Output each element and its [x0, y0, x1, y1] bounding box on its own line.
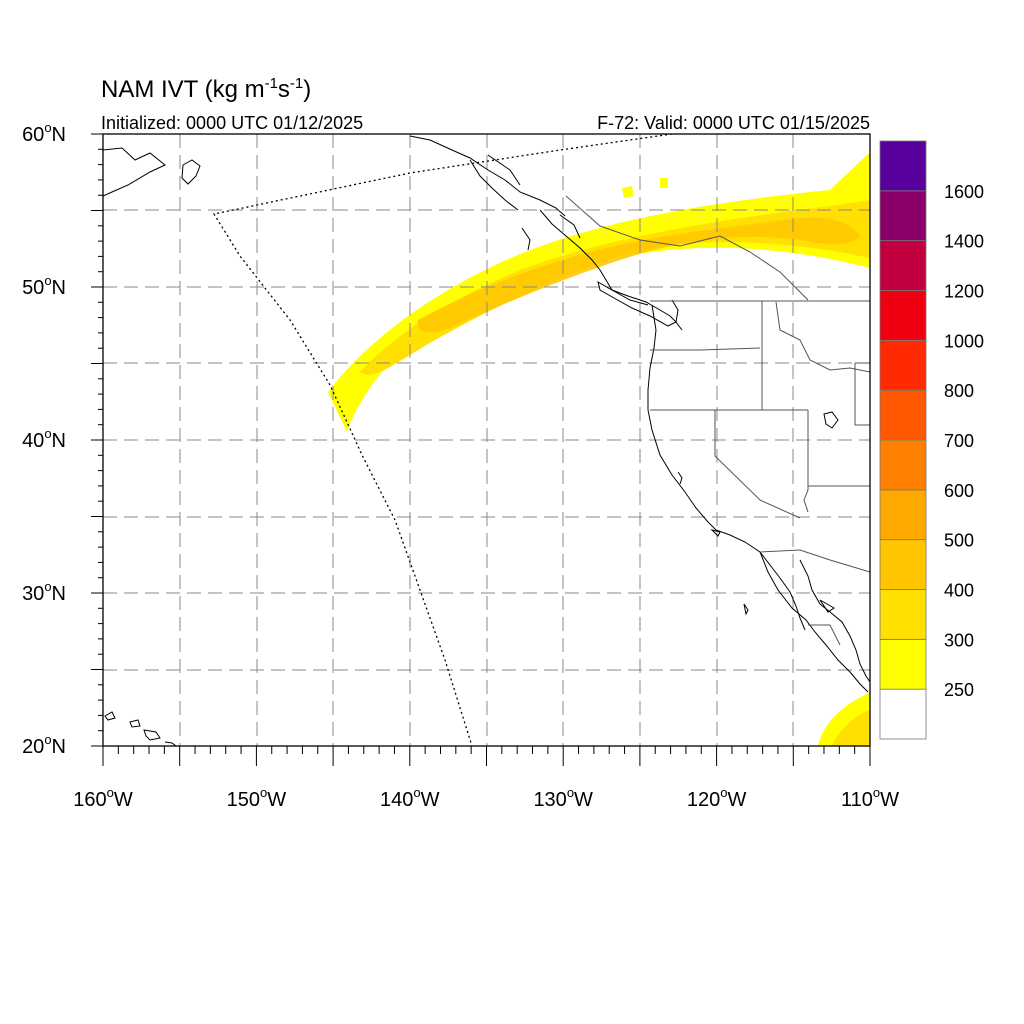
lon-label-110: 110oW — [841, 785, 899, 811]
lon-label-160: 160oW — [73, 785, 133, 811]
degree-sign: o — [873, 785, 880, 800]
axis-ticks — [91, 133, 871, 766]
lat-label-50: 50oN — [22, 273, 66, 299]
political-boundaries — [565, 195, 870, 646]
colorbar-label: 1200 — [944, 282, 984, 302]
ivt-colorbar: 250 300 400 500 600 700 800 1000 1200 1400 1600 — [879, 140, 984, 740]
colorbar-label: 1600 — [944, 182, 984, 202]
lat-hemisphere: N — [52, 583, 66, 605]
lat-label-20: 20oN — [22, 732, 66, 758]
colorbar-label: 250 — [944, 680, 974, 700]
colorbar-label: 500 — [944, 531, 974, 551]
degree-sign: o — [567, 785, 574, 800]
colorbar-bin — [879, 389, 927, 441]
lon-label-150: 150oW — [227, 785, 287, 811]
lon-degree: 120 — [687, 789, 720, 811]
degree-sign: o — [107, 785, 114, 800]
colorbar-label: 600 — [944, 481, 974, 501]
lat-degree: 40 — [22, 430, 44, 452]
degree-sign: o — [720, 785, 727, 800]
lat-degree: 30 — [22, 583, 44, 605]
lon-degree: 160 — [73, 789, 106, 811]
colorbar-bin — [879, 489, 927, 541]
lon-hemisphere: W — [267, 789, 286, 811]
colorbar-label: 700 — [944, 431, 974, 451]
lon-label-120: 120oW — [687, 785, 747, 811]
colorbar-bin — [879, 190, 927, 242]
lon-hemisphere: W — [574, 789, 593, 811]
colorbar-bin — [879, 339, 927, 391]
valid-time-label: F-72: Valid: 0000 UTC 01/15/2025 — [597, 113, 870, 133]
degree-sign: o — [260, 785, 267, 800]
ivt-shading-subtropical-plume — [818, 692, 870, 746]
colorbar-bin — [879, 539, 927, 590]
lat-degree: 20 — [22, 736, 44, 758]
degree-sign: o — [44, 426, 51, 441]
lat-label-60: 60oN — [22, 120, 66, 146]
lat-hemisphere: N — [52, 736, 66, 758]
colorbar-bin — [879, 439, 927, 491]
degree-sign: o — [44, 273, 51, 288]
lat-hemisphere: N — [52, 124, 66, 146]
lat-hemisphere: N — [52, 430, 66, 452]
ivt-shading-atmospheric-river — [328, 152, 870, 432]
lon-degree: 140 — [380, 789, 413, 811]
lat-degree: 50 — [22, 277, 44, 299]
lon-hemisphere: W — [421, 789, 440, 811]
init-time-label: Initialized: 0000 UTC 01/12/2025 — [101, 113, 363, 133]
degree-sign: o — [44, 579, 51, 594]
map-panel — [103, 134, 870, 746]
longitude-labels: 160oW 150oW 140oW 130oW 120oW 110oW — [73, 785, 899, 811]
lon-hemisphere: W — [727, 789, 746, 811]
colorbar-bin — [879, 240, 927, 291]
colorbar-label: 400 — [944, 581, 974, 601]
lat-hemisphere: N — [52, 277, 66, 299]
lon-degree: 130 — [533, 789, 566, 811]
colorbar-bin — [879, 589, 927, 640]
colorbar-label: 800 — [944, 381, 974, 401]
colorbar-label: 1000 — [944, 331, 984, 351]
colorbar-label: 1400 — [944, 232, 984, 252]
degree-sign: o — [44, 732, 51, 747]
colorbar-bin — [879, 290, 927, 341]
lon-label-130: 130oW — [533, 785, 593, 811]
colorbar-bin — [879, 638, 927, 690]
degree-sign: o — [413, 785, 420, 800]
colorbar-bin — [879, 688, 927, 740]
graticule — [103, 134, 870, 746]
colorbar-label: 300 — [944, 630, 974, 650]
coastlines — [103, 135, 870, 746]
lon-hemisphere: W — [880, 789, 899, 811]
degree-sign: o — [44, 120, 51, 135]
colorbar-bin — [879, 140, 927, 192]
lat-degree: 60 — [22, 124, 44, 146]
lon-degree: 110 — [841, 789, 873, 811]
lon-label-140: 140oW — [380, 785, 440, 811]
lon-degree: 150 — [227, 789, 260, 811]
map-title: NAM IVT (kg m-1s-1) — [101, 75, 311, 103]
lon-hemisphere: W — [114, 789, 133, 811]
lat-label-30: 30oN — [22, 579, 66, 605]
lat-label-40: 40oN — [22, 426, 66, 452]
